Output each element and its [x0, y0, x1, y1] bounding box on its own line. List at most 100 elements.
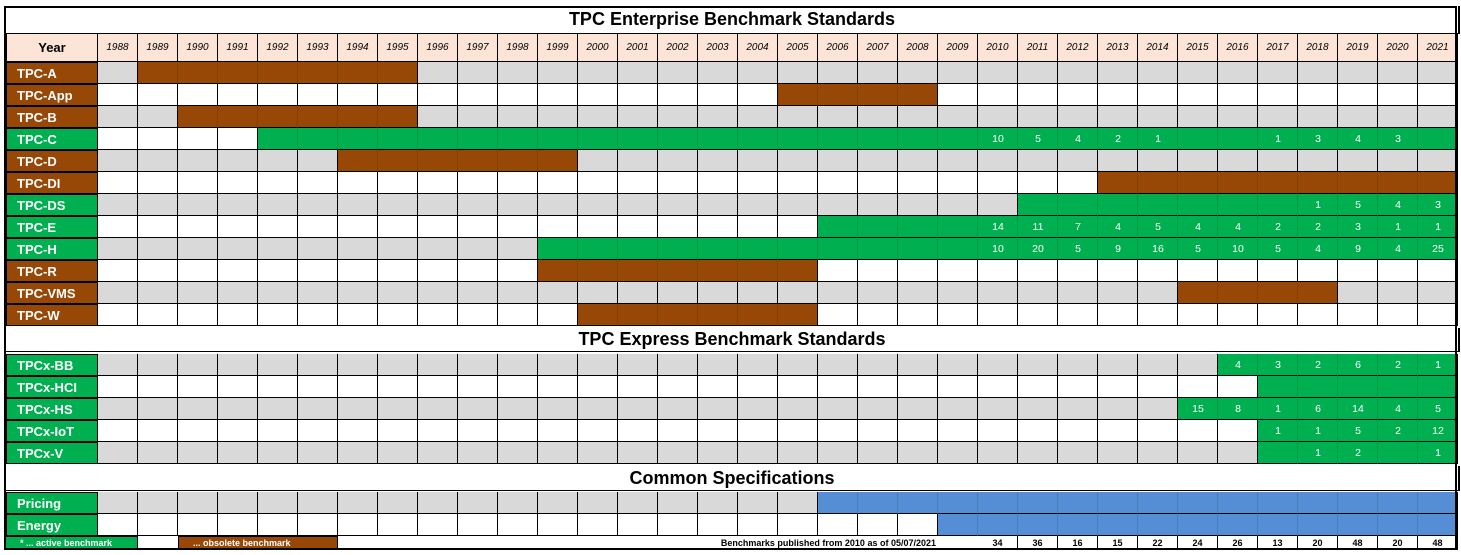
empty-cell — [378, 354, 418, 376]
empty-cell — [978, 442, 1018, 464]
empty-cell — [138, 150, 178, 172]
empty-cell — [738, 442, 778, 464]
empty-cell — [98, 106, 138, 128]
bar-segment — [778, 260, 818, 282]
empty-cell — [258, 376, 298, 398]
empty-cell — [738, 216, 778, 238]
empty-cell — [218, 84, 258, 106]
bar-segment — [1218, 282, 1258, 304]
bar-segment — [1058, 216, 1098, 238]
bar-segment — [1258, 354, 1298, 376]
empty-cell — [818, 420, 858, 442]
bar-segment — [1378, 492, 1418, 514]
empty-cell — [1138, 106, 1178, 128]
empty-cell — [618, 84, 658, 106]
empty-cell — [738, 514, 778, 536]
empty-cell — [1178, 84, 1218, 106]
empty-cell — [898, 194, 938, 216]
empty-cell — [1018, 354, 1058, 376]
empty-cell — [378, 216, 418, 238]
empty-cell — [898, 106, 938, 128]
empty-cell — [1418, 304, 1458, 326]
empty-cell — [178, 84, 218, 106]
empty-cell — [658, 62, 698, 84]
empty-cell — [418, 514, 458, 536]
empty-cell — [458, 442, 498, 464]
bar-segment — [1218, 194, 1258, 216]
empty-cell — [338, 238, 378, 260]
empty-cell — [298, 304, 338, 326]
bar-segment — [1098, 194, 1138, 216]
bar-segment — [1138, 216, 1178, 238]
empty-cell — [1018, 282, 1058, 304]
bar-segment — [1138, 492, 1178, 514]
empty-cell — [938, 62, 978, 84]
bar-segment — [778, 128, 818, 150]
year-1996: 1996 — [418, 34, 458, 62]
bar-segment — [298, 106, 338, 128]
empty-cell — [418, 282, 458, 304]
bar-segment — [1218, 354, 1258, 376]
bar-segment — [1418, 354, 1458, 376]
empty-cell — [1258, 260, 1298, 282]
empty-cell — [738, 282, 778, 304]
empty-cell — [538, 398, 578, 420]
bar-segment — [978, 514, 1018, 536]
empty-cell — [978, 282, 1018, 304]
empty-cell — [1418, 106, 1458, 128]
empty-cell — [338, 420, 378, 442]
empty-cell — [1018, 106, 1058, 128]
empty-cell — [1018, 442, 1058, 464]
empty-cell — [98, 420, 138, 442]
bar-segment — [1298, 216, 1338, 238]
bar-segment — [858, 128, 898, 150]
empty-cell — [778, 194, 818, 216]
empty-cell — [1018, 420, 1058, 442]
bar-segment — [1378, 442, 1418, 464]
empty-cell — [698, 514, 738, 536]
empty-cell — [138, 420, 178, 442]
bar-segment — [538, 260, 578, 282]
bar-segment — [138, 62, 178, 84]
empty-cell — [138, 238, 178, 260]
year-2013: 2013 — [1098, 34, 1138, 62]
year-2014: 2014 — [1138, 34, 1178, 62]
empty-cell — [138, 492, 178, 514]
empty-cell — [778, 282, 818, 304]
empty-cell — [1298, 106, 1338, 128]
empty-cell — [258, 420, 298, 442]
bar-segment — [1378, 194, 1418, 216]
bar-segment — [618, 260, 658, 282]
year-1998: 1998 — [498, 34, 538, 62]
empty-cell — [1218, 420, 1258, 442]
empty-cell — [658, 194, 698, 216]
empty-cell — [498, 62, 538, 84]
empty-cell — [898, 304, 938, 326]
empty-cell — [1058, 172, 1098, 194]
year-2017: 2017 — [1258, 34, 1298, 62]
empty-cell — [1258, 106, 1298, 128]
empty-cell — [98, 442, 138, 464]
empty-cell — [1098, 260, 1138, 282]
empty-cell — [178, 354, 218, 376]
bar-segment — [1298, 194, 1338, 216]
empty-cell — [1218, 304, 1258, 326]
empty-cell — [1138, 420, 1178, 442]
empty-cell — [378, 172, 418, 194]
empty-cell — [618, 106, 658, 128]
bar-segment — [1298, 238, 1338, 260]
bar-segment — [578, 238, 618, 260]
bar-segment — [1178, 238, 1218, 260]
empty-cell — [1378, 84, 1418, 106]
empty-cell — [578, 398, 618, 420]
empty-cell — [1138, 354, 1178, 376]
bar-segment — [698, 304, 738, 326]
year-2009: 2009 — [938, 34, 978, 62]
empty-cell — [258, 514, 298, 536]
year-2015: 2015 — [1178, 34, 1218, 62]
empty-cell — [818, 194, 858, 216]
bar-segment — [1258, 492, 1298, 514]
empty-cell — [778, 420, 818, 442]
bar-segment — [738, 304, 778, 326]
empty-cell — [578, 442, 618, 464]
